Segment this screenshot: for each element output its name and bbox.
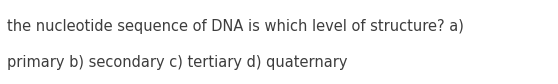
- Text: primary b) secondary c) tertiary d) quaternary: primary b) secondary c) tertiary d) quat…: [7, 56, 347, 70]
- Text: the nucleotide sequence of DNA is which level of structure? a): the nucleotide sequence of DNA is which …: [7, 19, 464, 34]
